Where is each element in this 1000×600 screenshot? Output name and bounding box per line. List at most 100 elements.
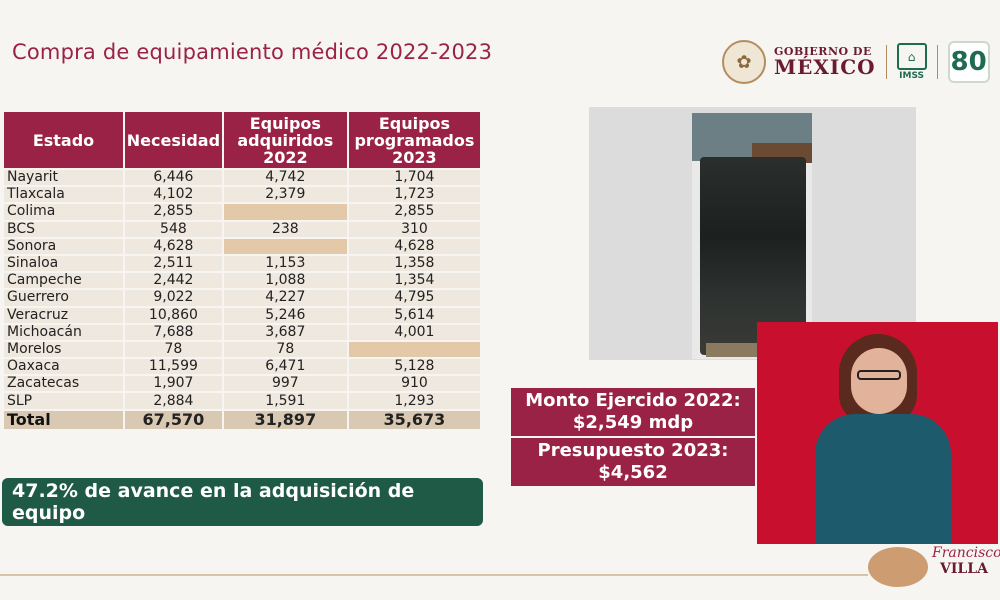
sign-language-interpreter bbox=[757, 322, 998, 544]
value-cell: 4,628 bbox=[125, 238, 222, 254]
value-cell: 2,511 bbox=[125, 255, 222, 272]
table-row: Tlaxcala 4,102 2,379 1,723 bbox=[4, 187, 480, 203]
value-cell: 4,227 bbox=[223, 290, 347, 306]
monto-ejercido-value: $2,549 mdp bbox=[572, 412, 694, 433]
value-cell: 3,687 bbox=[223, 324, 347, 340]
value-cell: 5,128 bbox=[348, 359, 480, 375]
state-cell: Sonora bbox=[4, 238, 123, 254]
gobierno-line1: GOBIERNO DE bbox=[774, 44, 872, 58]
value-cell: 4,742 bbox=[223, 170, 347, 186]
value-cell bbox=[348, 341, 480, 358]
total-value: 67,570 bbox=[125, 410, 222, 429]
table-body: Nayarit 6,446 4,742 1,704 Tlaxcala 4,102 2,379… bbox=[4, 170, 480, 429]
table-row: Morelos 78 78 bbox=[4, 341, 480, 358]
state-cell: Sinaloa bbox=[4, 255, 123, 272]
value-cell: 7,688 bbox=[125, 324, 222, 340]
logo-divider bbox=[885, 45, 887, 79]
state-cell: Campeche bbox=[4, 273, 123, 289]
table-row: Guerrero 9,022 4,227 4,795 bbox=[4, 290, 480, 306]
interpreter-face bbox=[851, 348, 907, 414]
value-cell: 548 bbox=[125, 221, 222, 237]
column-header: Equipos programados 2023 bbox=[348, 112, 480, 168]
value-cell: 9,022 bbox=[125, 290, 222, 306]
value-cell: 1,907 bbox=[125, 376, 222, 392]
value-cell: 2,442 bbox=[125, 273, 222, 289]
value-cell: 310 bbox=[348, 221, 480, 237]
villa-line2: VILLA bbox=[940, 561, 988, 577]
value-cell: 1,358 bbox=[348, 255, 480, 272]
national-seal-icon: ✿ bbox=[722, 40, 766, 84]
presupuesto-label: Presupuesto 2023: bbox=[537, 440, 729, 461]
total-value: 35,673 bbox=[348, 410, 480, 429]
total-label: Total bbox=[4, 410, 123, 429]
value-cell: 2,379 bbox=[223, 187, 347, 203]
state-cell: Veracruz bbox=[4, 307, 123, 323]
imss-label: IMSS bbox=[899, 71, 925, 81]
value-cell: 2,855 bbox=[348, 204, 480, 220]
gobierno-logo: GOBIERNO DE MÉXICO bbox=[774, 46, 876, 79]
table-row: Sonora 4,628 4,628 bbox=[4, 238, 480, 254]
state-cell: SLP bbox=[4, 393, 123, 409]
imss-80-logo: 80 bbox=[947, 41, 990, 83]
state-cell: Michoacán bbox=[4, 324, 123, 340]
value-cell: 1,704 bbox=[348, 170, 480, 186]
table-header-row: Estado Necesidad Equipos adquiridos 2022 Eq… bbox=[4, 112, 480, 168]
francisco-villa-logo: Francisco VILLA bbox=[868, 543, 1000, 591]
value-cell: 1,591 bbox=[223, 393, 347, 409]
page-title: Compra de equipamiento médico 2022-2023 bbox=[12, 40, 493, 64]
monto-ejercido-label: Monto Ejercido 2022: bbox=[525, 390, 741, 411]
table-row: Veracruz 10,860 5,246 5,614 bbox=[4, 307, 480, 323]
value-cell: 997 bbox=[223, 376, 347, 392]
header-logos: ✿ GOBIERNO DE MÉXICO ⌂ IMSS 80 bbox=[722, 38, 990, 86]
imss-eagle-icon: ⌂ bbox=[896, 43, 927, 70]
state-cell: BCS bbox=[4, 221, 123, 237]
value-cell: 1,293 bbox=[348, 393, 480, 409]
value-cell: 1,354 bbox=[348, 273, 480, 289]
footer-divider bbox=[0, 574, 868, 576]
total-row: Total 67,570 31,897 35,673 bbox=[4, 410, 480, 429]
table-row: SLP 2,884 1,591 1,293 bbox=[4, 393, 480, 409]
interpreter-glasses bbox=[857, 370, 901, 380]
value-cell: 4,795 bbox=[348, 290, 480, 306]
interpreter-body bbox=[815, 414, 951, 544]
value-cell: 11,599 bbox=[125, 359, 222, 375]
value-cell: 910 bbox=[348, 376, 480, 392]
value-cell bbox=[223, 204, 347, 220]
value-cell: 2,884 bbox=[125, 393, 222, 409]
column-header: Estado bbox=[4, 112, 123, 168]
imss-logo: ⌂ IMSS bbox=[896, 43, 927, 81]
value-cell: 4,628 bbox=[348, 238, 480, 254]
villa-logo-text: Francisco VILLA bbox=[932, 545, 1000, 577]
value-cell bbox=[223, 238, 347, 254]
state-cell: Guerrero bbox=[4, 290, 123, 306]
value-cell: 78 bbox=[223, 341, 347, 358]
table-row: Michoacán 7,688 3,687 4,001 bbox=[4, 324, 480, 340]
value-cell: 238 bbox=[223, 221, 347, 237]
logo-divider bbox=[936, 45, 938, 79]
value-cell: 1,153 bbox=[223, 255, 347, 272]
value-cell: 5,614 bbox=[348, 307, 480, 323]
state-cell: Nayarit bbox=[4, 170, 123, 186]
value-cell: 1,088 bbox=[223, 273, 347, 289]
presupuesto-value: $4,562 bbox=[598, 462, 668, 483]
value-cell: 5,246 bbox=[223, 307, 347, 323]
table-row: Colima 2,855 2,855 bbox=[4, 204, 480, 220]
state-cell: Morelos bbox=[4, 341, 123, 358]
column-header: Necesidad bbox=[125, 112, 222, 168]
monto-ejercido-box: Monto Ejercido 2022: $2,549 mdp bbox=[511, 388, 755, 436]
state-cell: Zacatecas bbox=[4, 376, 123, 392]
villa-line1: Francisco bbox=[932, 545, 1000, 561]
equipment-table: Estado Necesidad Equipos adquiridos 2022 Eq… bbox=[2, 110, 482, 431]
table-row: BCS 548 238 310 bbox=[4, 221, 480, 237]
gobierno-line2: MÉXICO bbox=[774, 55, 876, 80]
value-cell: 78 bbox=[125, 341, 222, 358]
progress-banner: 47.2% de avance en la adquisición de equ… bbox=[2, 478, 483, 526]
value-cell: 6,471 bbox=[223, 359, 347, 375]
column-header: Equipos adquiridos 2022 bbox=[223, 112, 347, 168]
value-cell: 10,860 bbox=[125, 307, 222, 323]
table-row: Oaxaca 11,599 6,471 5,128 bbox=[4, 359, 480, 375]
total-value: 31,897 bbox=[223, 410, 347, 429]
value-cell: 1,723 bbox=[348, 187, 480, 203]
presupuesto-box: Presupuesto 2023: $4,562 bbox=[511, 438, 755, 486]
table-row: Campeche 2,442 1,088 1,354 bbox=[4, 273, 480, 289]
